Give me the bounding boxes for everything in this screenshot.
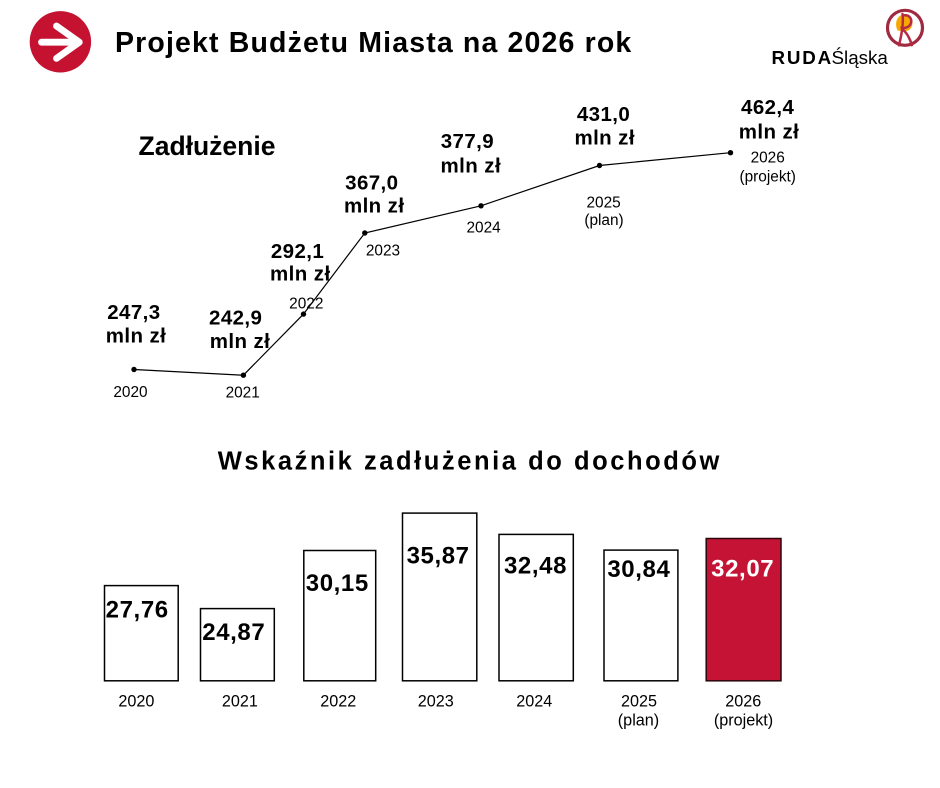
svg-text:2026: 2026 (725, 692, 761, 710)
svg-text:2023: 2023 (366, 242, 400, 259)
svg-text:462,4: 462,4 (741, 96, 794, 119)
svg-text:2020: 2020 (118, 692, 154, 710)
svg-text:Śląska: Śląska (832, 47, 889, 68)
svg-text:mln zł: mln zł (106, 325, 167, 348)
svg-text:431,0: 431,0 (577, 103, 630, 126)
svg-text:Projekt Budżetu Miasta na 2026: Projekt Budżetu Miasta na 2026 rok (115, 27, 632, 59)
svg-text:(projekt): (projekt) (714, 711, 773, 729)
svg-text:2022: 2022 (289, 295, 323, 312)
svg-text:mln zł: mln zł (210, 330, 271, 353)
svg-text:2026: 2026 (751, 150, 785, 167)
svg-text:2021: 2021 (226, 384, 260, 401)
svg-text:30,15: 30,15 (306, 570, 369, 597)
svg-text:2024: 2024 (466, 220, 501, 237)
svg-text:Wskaźnik zadłużenia do dochodó: Wskaźnik zadłużenia do dochodów (218, 448, 722, 476)
svg-text:(plan): (plan) (618, 711, 659, 729)
svg-text:27,76: 27,76 (106, 597, 169, 624)
svg-text:32,07: 32,07 (711, 556, 774, 583)
svg-text:2025: 2025 (586, 194, 620, 211)
svg-text:2020: 2020 (113, 384, 147, 401)
svg-text:mln zł: mln zł (739, 120, 800, 143)
svg-text:(projekt): (projekt) (739, 169, 795, 186)
svg-text:RUDA: RUDA (772, 47, 833, 68)
svg-text:mln zł: mln zł (574, 127, 635, 150)
svg-text:2022: 2022 (320, 692, 356, 710)
svg-text:247,3: 247,3 (107, 301, 160, 324)
svg-text:(plan): (plan) (584, 212, 623, 229)
svg-text:Zadłużenie: Zadłużenie (139, 131, 276, 161)
svg-text:367,0: 367,0 (345, 171, 398, 194)
svg-text:30,84: 30,84 (607, 556, 670, 583)
svg-text:24,87: 24,87 (202, 619, 265, 646)
svg-text:292,1: 292,1 (271, 240, 324, 263)
svg-text:2024: 2024 (516, 692, 552, 710)
svg-text:2025: 2025 (621, 692, 657, 710)
svg-text:35,87: 35,87 (407, 543, 470, 570)
svg-text:2021: 2021 (222, 692, 258, 710)
svg-text:242,9: 242,9 (209, 307, 262, 330)
svg-text:2023: 2023 (418, 692, 454, 710)
svg-text:32,48: 32,48 (504, 552, 567, 579)
svg-text:mln zł: mln zł (441, 154, 502, 177)
svg-text:mln zł: mln zł (344, 195, 405, 218)
svg-text:mln zł: mln zł (270, 263, 331, 286)
svg-text:377,9: 377,9 (441, 130, 494, 153)
